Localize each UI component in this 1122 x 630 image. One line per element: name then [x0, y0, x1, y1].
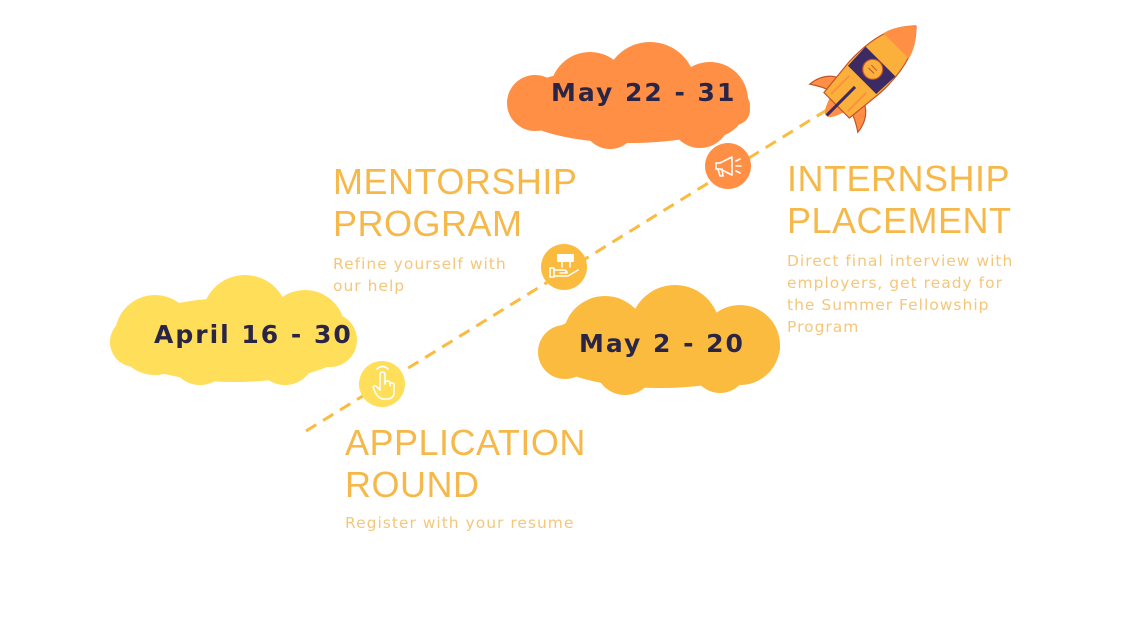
heading-internship: INTERNSHIP PLACEMENT [787, 158, 1012, 242]
desc-application: Register with your resume [345, 514, 575, 532]
heading-internship-line2: PLACEMENT [787, 200, 1012, 241]
date-internship: May 22 - 31 [551, 78, 737, 107]
mentor-hand-icon [549, 254, 579, 278]
date-mentorship: May 2 - 20 [579, 329, 745, 358]
cloud-april [110, 275, 357, 385]
heading-mentorship: MENTORSHIP PROGRAM [333, 161, 577, 245]
rocket-icon [808, 25, 917, 134]
cloud-may-22 [507, 42, 750, 149]
heading-application-line1: APPLICATION [345, 422, 586, 463]
pointer-hand-icon [372, 365, 395, 400]
node-mentorship [541, 244, 587, 290]
cloud-may-2 [538, 285, 780, 395]
node-application [359, 361, 405, 407]
desc-internship: Direct final interview with employers, g… [787, 252, 1014, 336]
node-internship [705, 143, 751, 189]
desc-mentorship: Refine yourself with our help [333, 255, 507, 295]
heading-mentorship-line1: MENTORSHIP [333, 161, 578, 202]
heading-internship-line1: INTERNSHIP [787, 158, 1011, 199]
date-application: April 16 - 30 [154, 320, 353, 349]
heading-application-line2: ROUND [345, 464, 480, 505]
megaphone-icon [715, 156, 742, 177]
heading-application: APPLICATION ROUND [345, 422, 586, 506]
heading-mentorship-line2: PROGRAM [333, 203, 523, 244]
